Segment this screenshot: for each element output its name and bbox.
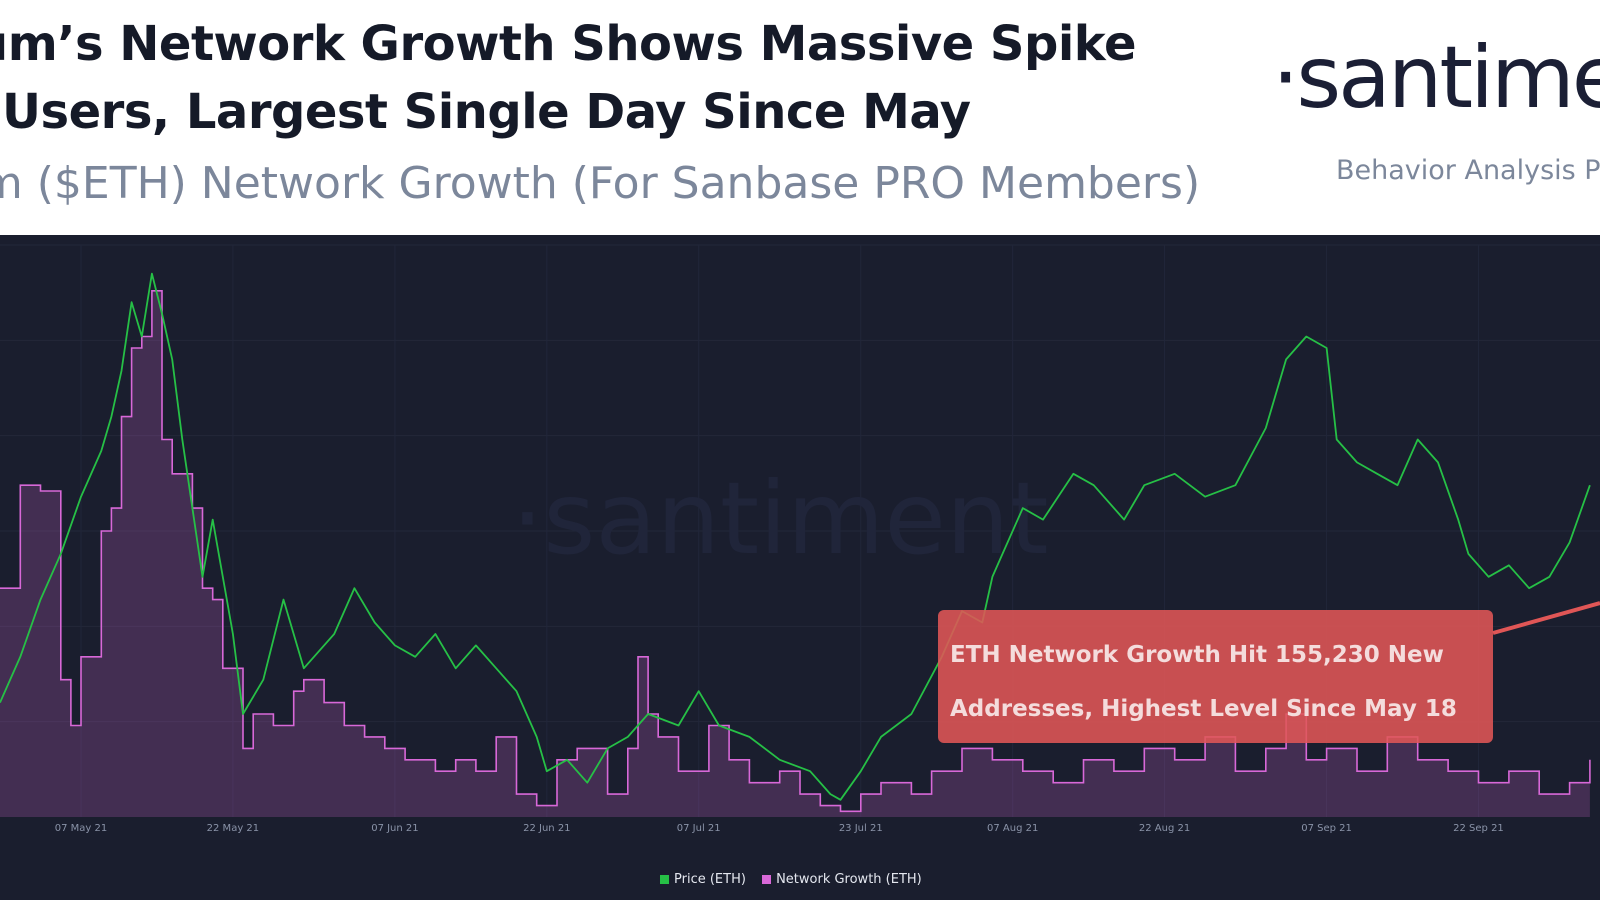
price-series [0, 272, 1591, 801]
logo-tagline: Behavior Analysis Pl [1336, 155, 1600, 186]
x-tick-label: 22 Aug 21 [1139, 823, 1190, 834]
chart-title-line-2: w Users, Largest Single Day Since May [0, 84, 971, 140]
price-line [0, 272, 1591, 801]
x-tick-label: 07 Jul 21 [677, 823, 721, 834]
chart-svg: ·santiment 07 May 21 22 May 21 07 Jun 21 22… [0, 244, 1600, 834]
x-tick-label: 07 May 21 [55, 823, 107, 834]
chart-subtitle: um ($ETH) Network Growth (For Sanbase PR… [0, 158, 1201, 209]
x-tick-label: 07 Aug 21 [987, 823, 1038, 834]
watermark-text: ·santiment [511, 460, 1048, 577]
x-tick-label: 07 Sep 21 [1301, 823, 1352, 834]
x-tick-label: 22 Jun 21 [523, 823, 570, 834]
callout-line-1: ETH Network Growth Hit 155,230 New [950, 642, 1444, 668]
legend-label-price: Price (ETH) [674, 872, 746, 887]
legend-item-price[interactable]: Price (ETH) [660, 872, 746, 887]
legend-swatch-price [660, 875, 669, 884]
x-tick-label: 22 Sep 21 [1453, 823, 1504, 834]
legend-label-network-growth: Network Growth (ETH) [776, 872, 922, 887]
chart-title-line-1: eum’s Network Growth Shows Massive Spike [0, 16, 1137, 72]
callout-box: ETH Network Growth Hit 155,230 New Addre… [938, 610, 1493, 743]
callout-arrow [1492, 601, 1600, 635]
network-growth-area [0, 290, 1590, 817]
x-tick-label: 22 May 21 [207, 823, 259, 834]
callout-line-2: Addresses, Highest Level Since May 18 [950, 696, 1457, 722]
x-axis-ticks: 07 May 21 22 May 21 07 Jun 21 22 Jun 21 07 J… [55, 823, 1504, 834]
network-growth-line [0, 290, 1591, 813]
legend-swatch-network-growth [762, 875, 772, 884]
chart-legend: Price (ETH) Network Growth (ETH) [660, 872, 934, 888]
x-tick-label: 07 Jun 21 [371, 823, 418, 834]
x-tick-label: 23 Jul 21 [839, 823, 883, 834]
legend-item-network-growth[interactable]: Network Growth (ETH) [762, 872, 922, 887]
network-growth-series [0, 290, 1591, 817]
chart-panel: ·santiment 07 May 21 22 May 21 07 Jun 21 22… [0, 235, 1600, 900]
santiment-logo: ·santime [1272, 28, 1600, 128]
